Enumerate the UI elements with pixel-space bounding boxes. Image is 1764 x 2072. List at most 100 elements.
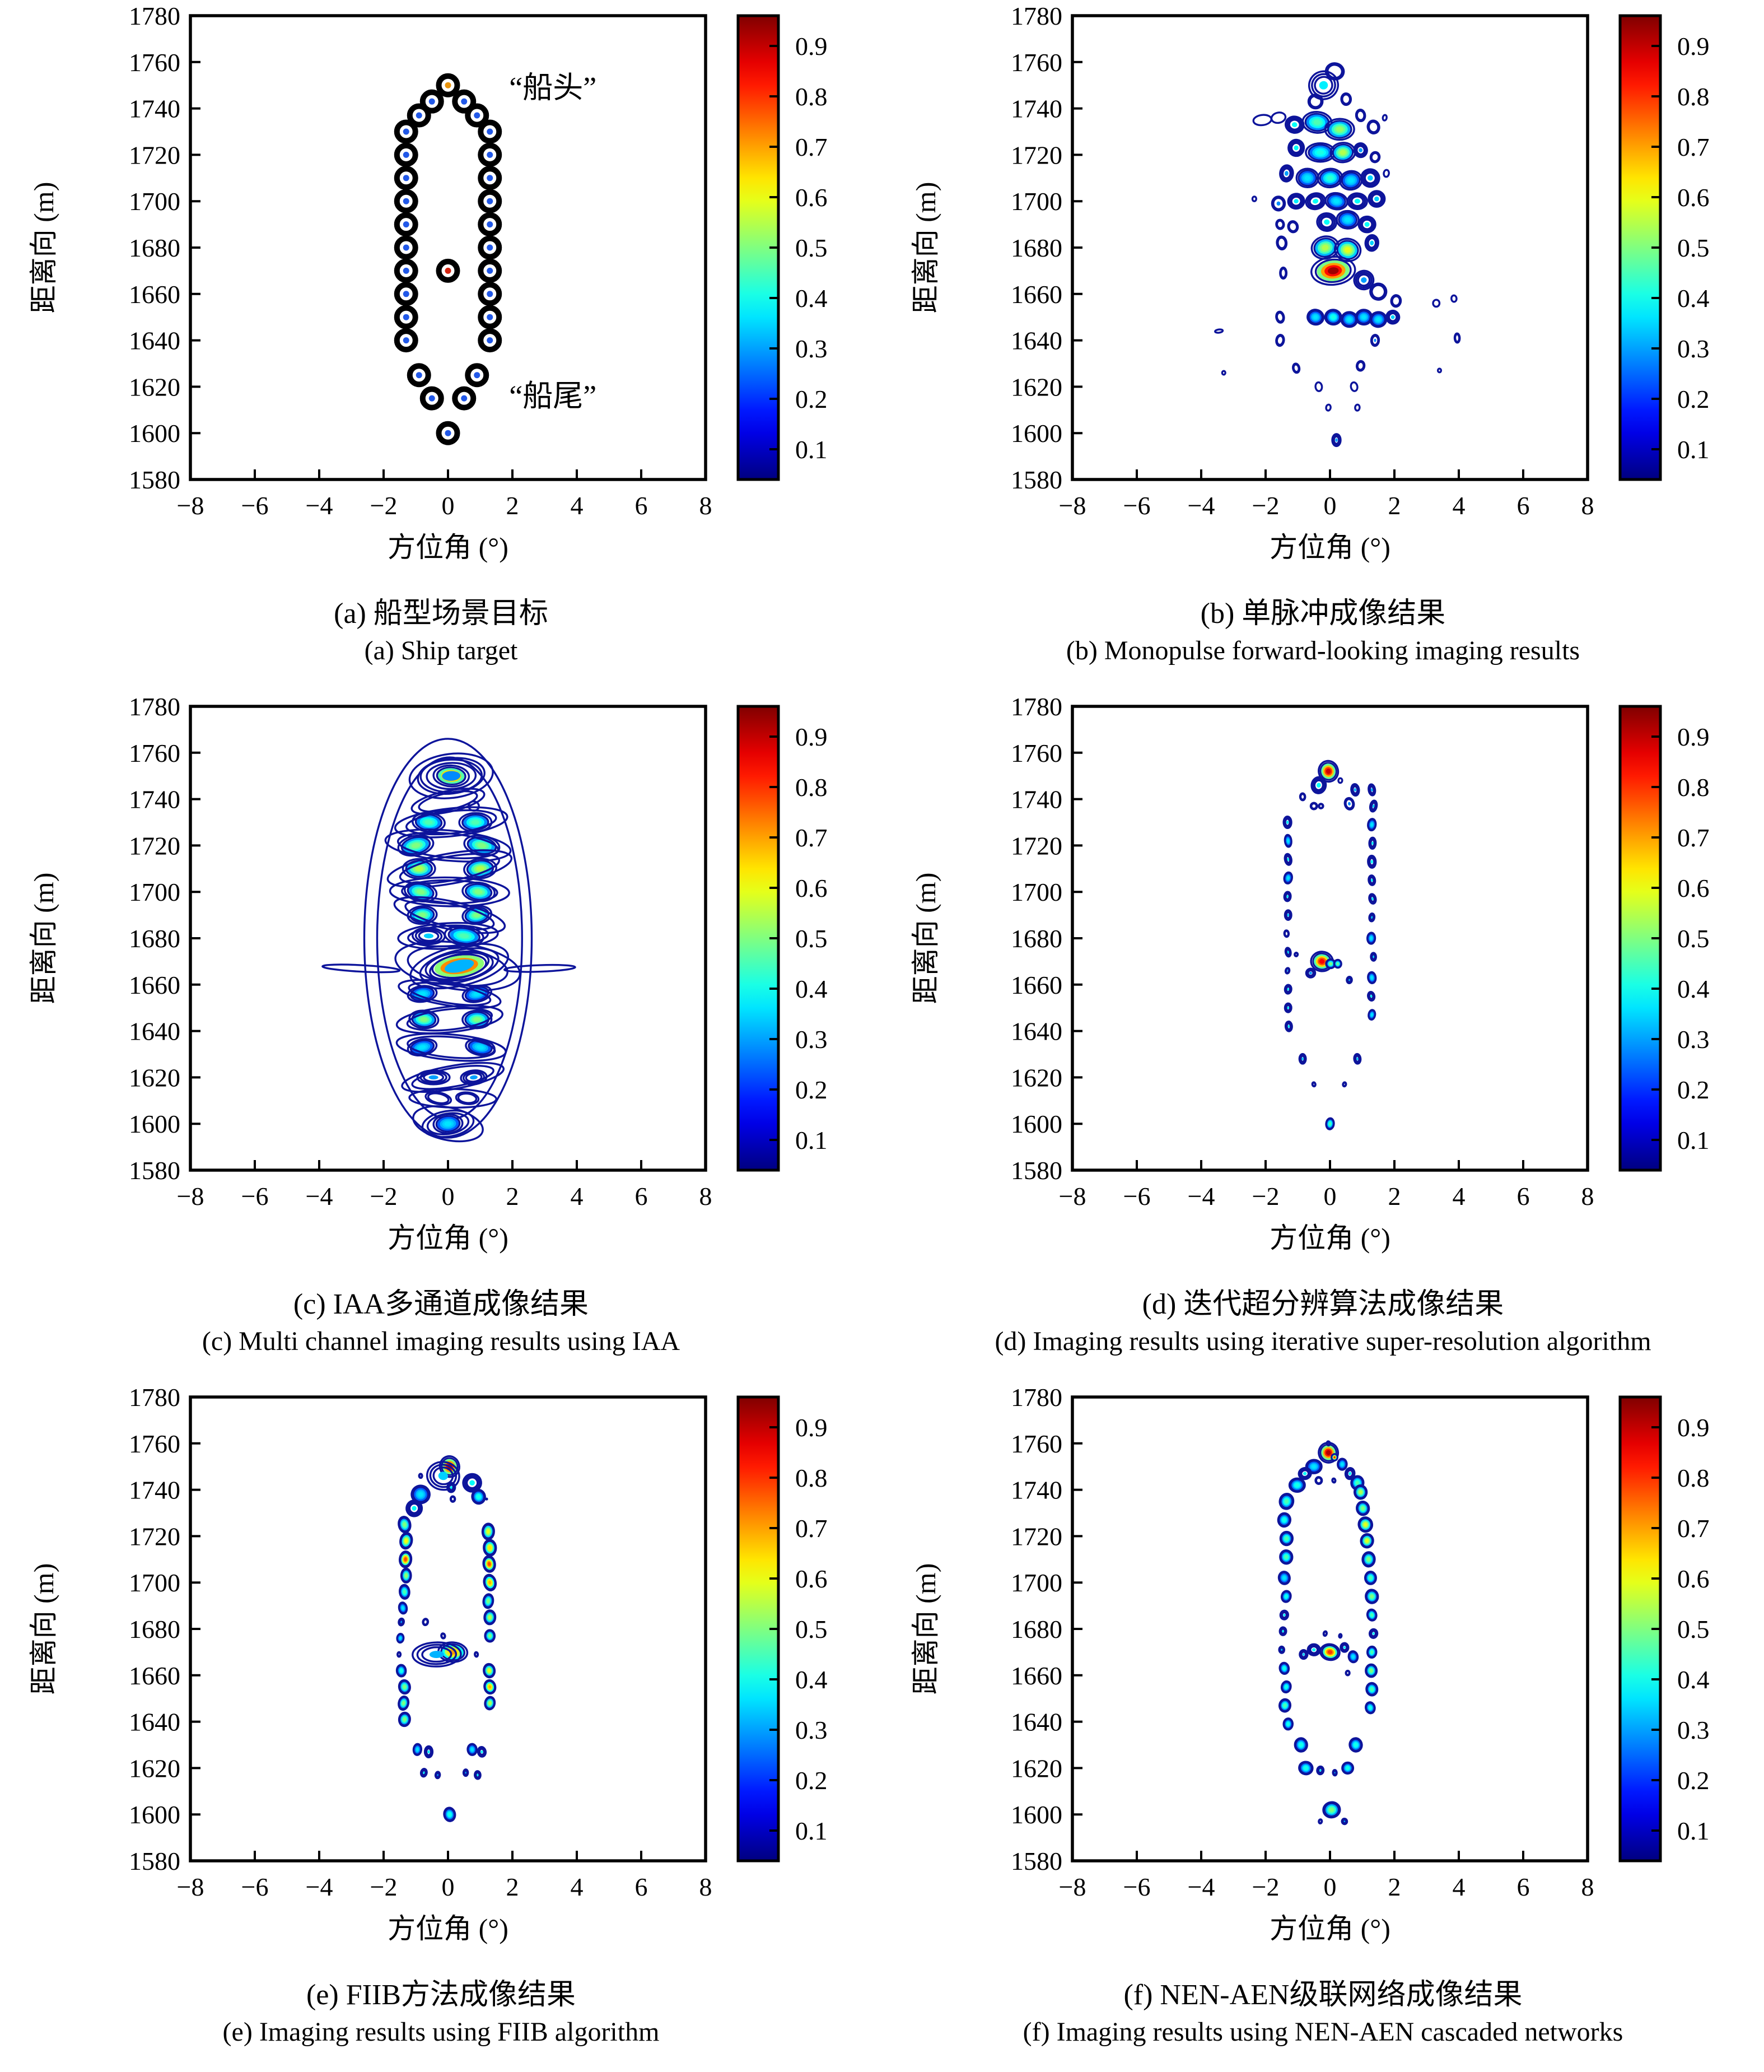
contour-blob	[1338, 1633, 1343, 1639]
colorbar-tick-label: 0.3	[795, 1025, 828, 1054]
contour-blob	[1368, 190, 1386, 208]
x-axis-label: 方位角 (°)	[388, 532, 508, 563]
x-tick-label: −2	[370, 1873, 398, 1901]
contour-blob	[1318, 803, 1324, 809]
contour-blob	[1278, 1661, 1290, 1675]
x-tick-label: −4	[306, 491, 333, 520]
x-tick-label: 2	[1388, 1182, 1401, 1210]
contour-blob	[1353, 1484, 1368, 1500]
contour-blob	[408, 1009, 440, 1030]
x-tick-label: 0	[442, 1873, 455, 1901]
x-tick-label: −6	[241, 1182, 269, 1210]
x-tick-label: −2	[1252, 1873, 1280, 1901]
contour-blob	[1354, 403, 1361, 412]
panel-c: −8 −6 −4 −2 0 2 4 6 8 方位角 (°) 1580 1600 1620 1640 1660…	[0, 691, 882, 1381]
contour-blob	[1284, 947, 1292, 958]
x-tick-label: 2	[506, 491, 519, 520]
contour-blob	[1214, 328, 1224, 334]
x-tick-label: 6	[635, 1182, 648, 1210]
y-tick-label: 1600	[129, 1110, 180, 1138]
contour-blob	[1305, 192, 1326, 211]
contour-blob	[1369, 311, 1388, 328]
x-axis: −8 −6 −4 −2 0 2 4 6 8 方位角 (°)	[177, 469, 712, 563]
contour-blob	[396, 1651, 402, 1658]
contour-blob	[1340, 1642, 1350, 1653]
y-axis-label: 距离向 (m)	[28, 873, 59, 1004]
y-tick-label: 1700	[129, 1568, 180, 1597]
contour-blob	[1284, 984, 1292, 995]
plot-canvas-f: −8 −6 −4 −2 0 2 4 6 8 方位角 (°) 1580 1600 1620 1640 1660…	[910, 1383, 1710, 1944]
caption-zh-a: (a) 船型场景目标	[334, 598, 548, 630]
x-tick-label: −4	[306, 1873, 333, 1901]
caption-zh-e: (e) FIIB方法成像结果	[306, 1979, 576, 2011]
contour-blob	[1368, 1009, 1376, 1021]
x-tick-label: 2	[1388, 491, 1401, 520]
contour-blob	[1306, 1643, 1321, 1656]
contour-blob	[363, 738, 533, 1139]
contour-blob	[1316, 212, 1338, 232]
contour-blob	[1345, 1669, 1351, 1677]
x-tick-label: 8	[699, 1182, 712, 1210]
colorbar-tick-label: 0.1	[795, 435, 828, 464]
x-axis: −8 −6 −4 −2 0 2 4 6 8 方位角 (°)	[1059, 1851, 1594, 1944]
colorbar-tick-label: 0.4	[1677, 284, 1710, 313]
y-tick-label: 1740	[129, 95, 180, 123]
caption-zh-f: (f) NEN-AEN级联网络成像结果	[1123, 1979, 1523, 2011]
y-tick-label: 1780	[129, 692, 180, 721]
colorbar-tick-label: 0.5	[1677, 1615, 1710, 1643]
contour-blob	[474, 1770, 482, 1780]
x-tick-label: 4	[1453, 1182, 1466, 1210]
y-axis-label: 距离向 (m)	[28, 1563, 59, 1695]
y-tick-label: 1720	[129, 141, 180, 169]
colorbar-tick-label: 0.1	[795, 1817, 828, 1845]
contour-blob	[1311, 1081, 1317, 1088]
contour-blob	[398, 1711, 411, 1728]
colorbar-tick-label: 0.8	[1677, 82, 1710, 111]
contour-blob	[1368, 912, 1376, 923]
contour-blob	[1298, 1053, 1307, 1065]
ship-target-point	[436, 73, 460, 97]
ship-target-point	[478, 258, 502, 283]
contour-blob	[1370, 952, 1377, 962]
y-tick-label: 1660	[1011, 1661, 1062, 1690]
ship-target-point	[436, 258, 460, 283]
x-tick-label: −2	[370, 491, 398, 520]
contour-blob	[424, 1091, 452, 1106]
x-axis-label: 方位角 (°)	[388, 1222, 508, 1254]
y-tick-label: 1680	[129, 234, 180, 262]
contour-blob	[1337, 1458, 1348, 1471]
contour-blob	[405, 1499, 423, 1517]
y-tick-label: 1680	[129, 924, 180, 953]
y-tick-label: 1580	[129, 465, 180, 494]
caption-en-c: (c) Multi channel imaging results using …	[202, 1326, 680, 1357]
contour-blob	[484, 1696, 496, 1711]
contour-blob	[471, 1488, 486, 1505]
contour-blob	[1360, 168, 1380, 188]
contour-field	[1277, 1440, 1379, 1826]
y-tick-label: 1600	[129, 1800, 180, 1829]
contour-blob	[395, 1664, 407, 1678]
contour-blob	[1282, 1717, 1294, 1731]
ship-target-point	[478, 142, 502, 167]
contour-blob	[466, 1743, 478, 1756]
panel-f: −8 −6 −4 −2 0 2 4 6 8 方位角 (°) 1580 1600 1620 1640 1660…	[882, 1381, 1764, 2072]
contour-blob	[1432, 299, 1441, 308]
ship-target-point	[478, 282, 502, 306]
colorbar-tick-label: 0.2	[1677, 1075, 1710, 1104]
ship-target-point	[394, 328, 418, 353]
x-tick-label: 0	[1324, 491, 1337, 520]
x-tick-label: 2	[506, 1873, 519, 1901]
colorbar-tick-label: 0.7	[1677, 133, 1710, 161]
ship-target-point	[478, 189, 502, 213]
contour-blob	[1271, 195, 1286, 212]
colorbar-tick-label: 0.2	[1677, 385, 1710, 413]
colorbar-tick-label: 0.1	[1677, 1126, 1710, 1154]
contour-blob	[1369, 799, 1378, 813]
contour-blob	[395, 1004, 503, 1035]
contour-blob	[412, 1105, 484, 1143]
contour-blob	[1333, 958, 1342, 969]
contour-blob	[483, 1539, 497, 1557]
contour-blob	[1279, 266, 1288, 280]
colorbar-tick-label: 0.8	[1677, 1464, 1710, 1492]
colorbar-tick-label: 0.6	[795, 1565, 828, 1593]
